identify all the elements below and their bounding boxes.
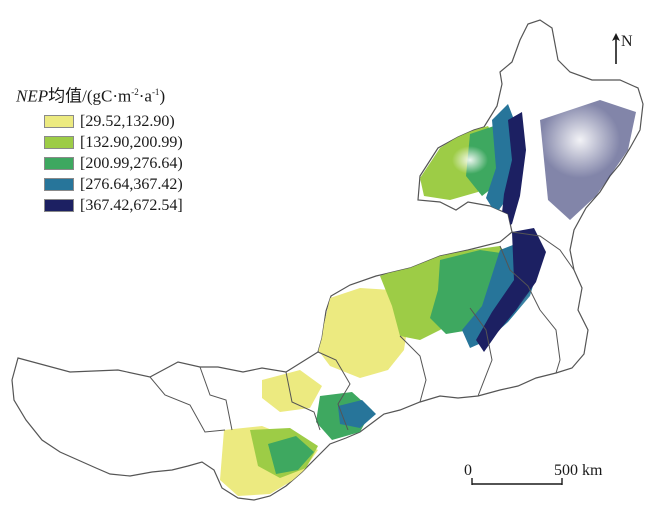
- north-label: N: [621, 33, 633, 50]
- legend-label: [367.42,672.54]: [80, 196, 183, 214]
- scale-zero-label: 0: [464, 462, 472, 479]
- nep-class-4-area-s: [338, 400, 376, 428]
- north-arrow-icon: [612, 33, 620, 64]
- legend-swatch: [44, 156, 74, 170]
- legend-title-exp2: -1: [151, 87, 160, 97]
- nep-class-1-area: [318, 288, 410, 378]
- legend-label: [29.52,132.90): [80, 112, 175, 130]
- nep-class-5-area: [500, 112, 526, 232]
- legend-item: [200.99,276.64): [44, 153, 183, 174]
- legend-title-unit-mid: 均值/(gC·m: [48, 86, 132, 106]
- legend-swatch: [44, 198, 74, 212]
- legend-item: [367.42,672.54]: [44, 195, 183, 216]
- legend-swatch: [44, 135, 74, 149]
- legend: NEP均值/(gC·m-2·a-1) [29.52,132.90) [132.9…: [16, 82, 183, 216]
- scale-bar-line: [471, 478, 563, 485]
- legend-item: [29.52,132.90): [44, 111, 175, 132]
- legend-title-unit-end: ): [159, 86, 166, 106]
- nep-class-3-area-sw: [268, 436, 314, 474]
- legend-item: [132.90,200.99): [44, 132, 183, 153]
- legend-item: [276.64,367.42): [44, 174, 183, 195]
- north-arrow: N: [610, 32, 640, 66]
- legend-swatch: [44, 114, 74, 128]
- legend-title-exp1: -2: [131, 87, 139, 97]
- nep-class-1-area-mid: [262, 370, 322, 412]
- admin-boundaries: [149, 231, 575, 433]
- scale-max-label: 500 km: [554, 462, 603, 479]
- legend-title: NEP均值/(gC·m-2·a-1): [16, 82, 165, 107]
- legend-title-unit-sep: ·a: [138, 86, 152, 106]
- legend-swatch: [44, 177, 74, 191]
- nep-class-5-area-c: [476, 228, 546, 352]
- legend-title-variable: NEP: [16, 86, 49, 106]
- legend-label: [200.99,276.64): [80, 154, 183, 172]
- scale-bar: 0 500 km: [462, 462, 622, 496]
- legend-label: [132.90,200.99): [80, 133, 183, 151]
- legend-label: [276.64,367.42): [80, 175, 183, 193]
